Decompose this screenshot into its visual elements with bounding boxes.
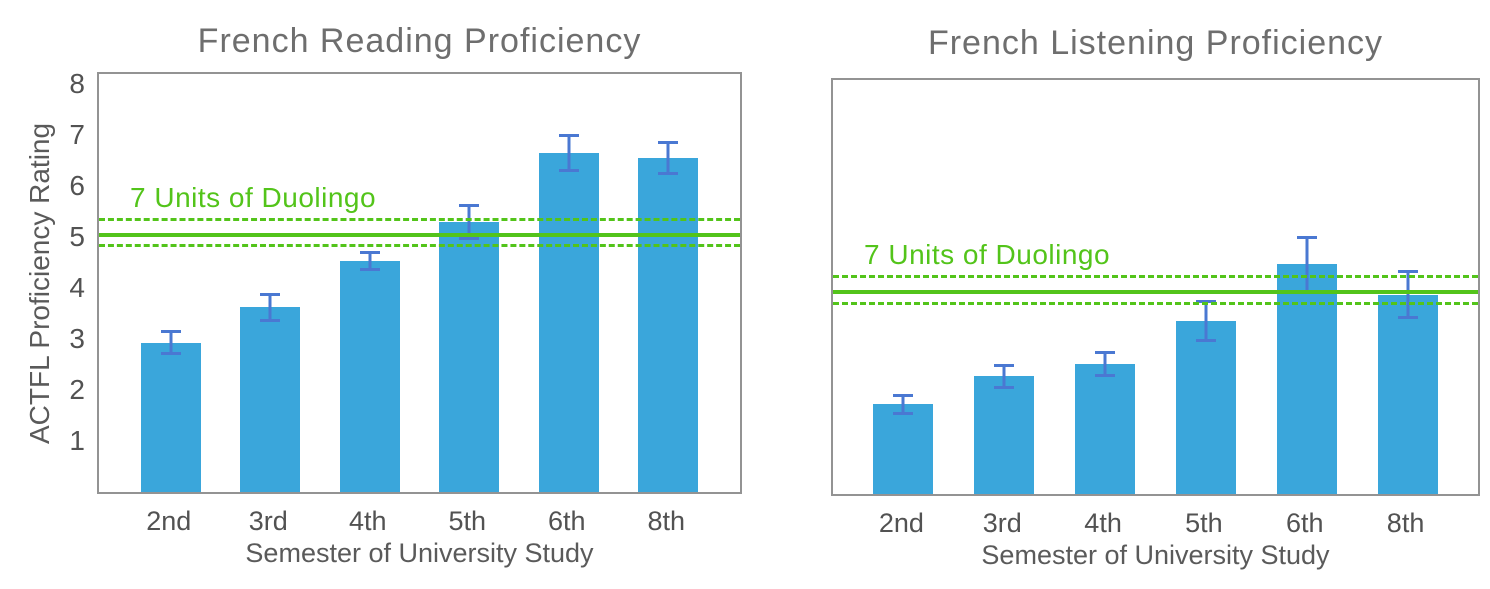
bar-5th xyxy=(439,221,500,492)
error-bar-stem xyxy=(169,329,173,356)
error-bar-stem xyxy=(467,204,471,240)
x-axis-label: Semester of University Study xyxy=(245,538,594,568)
x-tick-label: 6th xyxy=(1285,508,1324,538)
x-tick-label: 4th xyxy=(348,506,387,536)
bar-2nd xyxy=(873,404,934,494)
reference-line-label: 7 Units of Duolingo xyxy=(864,238,1111,270)
bar-4th xyxy=(339,261,400,492)
x-tick-label: 4th xyxy=(1084,508,1122,538)
x-tick-label: 2nd xyxy=(878,508,924,538)
error-bar-cap xyxy=(1195,300,1216,304)
y-tick-label: 6 xyxy=(69,170,85,202)
y-tick-label: 3 xyxy=(69,323,85,355)
bar-5th xyxy=(1175,320,1236,494)
error-bar-6th xyxy=(558,134,579,172)
error-bar-6th xyxy=(1296,236,1317,293)
error-bar-cap xyxy=(459,204,480,207)
x-axis-label: Semester of University Study xyxy=(981,540,1330,570)
x-tick-label: 5th xyxy=(1185,508,1223,538)
error-bar-cap xyxy=(459,236,480,240)
error-bar-cap xyxy=(1296,236,1317,240)
y-tick-label: 7 xyxy=(69,119,85,151)
bar-3rd xyxy=(240,307,301,492)
bar-2nd xyxy=(140,342,201,492)
bar-6th xyxy=(1276,264,1337,494)
reference-line-label: 7 Units of Duolingo xyxy=(130,181,377,213)
y-tick-label: 5 xyxy=(69,221,85,253)
bar-8th xyxy=(638,158,699,492)
error-bar-cap xyxy=(994,386,1015,389)
error-bar-cap xyxy=(658,171,679,175)
error-bar-stem xyxy=(1204,300,1208,342)
reference-line xyxy=(99,232,740,237)
chart-title: French Reading Proficiency xyxy=(197,22,642,60)
error-bar-cap xyxy=(558,168,579,172)
error-bar-stem xyxy=(1103,351,1107,378)
error-bar-cap xyxy=(359,268,380,272)
error-bar-cap xyxy=(160,352,181,356)
error-bar-cap xyxy=(1397,270,1418,274)
reference-band-lower xyxy=(99,243,740,247)
error-bar-2nd xyxy=(160,329,181,356)
plot-area: 7 Units of Duolingo xyxy=(97,72,742,494)
error-bar-stem xyxy=(1406,270,1410,319)
x-tick-label: 8th xyxy=(647,506,686,536)
x-tick-label: 3rd xyxy=(982,508,1022,538)
error-bar-4th xyxy=(1095,351,1116,378)
bar-3rd xyxy=(974,376,1035,494)
error-bar-cap xyxy=(1095,351,1116,355)
y-tick-label: 8 xyxy=(69,68,85,100)
error-bar-cap xyxy=(994,363,1015,367)
error-bar-3rd xyxy=(260,293,281,322)
plot-area: 7 Units of Duolingo xyxy=(831,78,1480,496)
error-bar-5th xyxy=(1195,300,1216,342)
bar-6th xyxy=(538,153,599,492)
error-bar-cap xyxy=(260,318,281,322)
reference-line xyxy=(833,290,1478,295)
x-tick-label: 6th xyxy=(547,506,586,536)
error-bar-stem xyxy=(1305,236,1309,293)
error-bar-cap xyxy=(160,329,181,333)
error-bar-cap xyxy=(893,393,914,397)
error-bar-2nd xyxy=(893,393,914,415)
error-bar-cap xyxy=(359,250,380,254)
error-bar-cap xyxy=(893,411,914,415)
error-bar-cap xyxy=(1397,315,1418,319)
error-bar-cap xyxy=(1095,374,1116,378)
error-bar-cap xyxy=(260,293,281,297)
error-bar-8th xyxy=(1397,270,1418,319)
x-tick-label: 2nd xyxy=(146,506,192,536)
error-bar-cap xyxy=(658,141,679,145)
error-bar-stem xyxy=(268,293,272,322)
error-bar-3rd xyxy=(994,363,1015,389)
y-tick-label: 2 xyxy=(69,374,85,406)
error-bar-stem xyxy=(1002,363,1006,389)
x-tick-label: 8th xyxy=(1386,508,1425,538)
error-bar-8th xyxy=(658,141,679,175)
error-bar-cap xyxy=(558,134,579,138)
x-tick-label: 3rd xyxy=(248,506,288,536)
error-bar-stem xyxy=(368,250,372,272)
y-tick-label: 1 xyxy=(69,425,85,457)
bar-4th xyxy=(1075,364,1136,494)
x-tick-label: 5th xyxy=(448,506,487,536)
bar-8th xyxy=(1377,294,1438,494)
chart-title: French Listening Proficiency xyxy=(927,24,1384,62)
error-bar-stem xyxy=(666,141,670,175)
reference-band-upper xyxy=(99,217,740,221)
error-bar-stem xyxy=(567,134,571,172)
error-bar-stem xyxy=(901,393,905,415)
reference-band-lower xyxy=(833,302,1478,306)
error-bar-cap xyxy=(1195,338,1216,342)
y-tick-label: 4 xyxy=(69,272,85,304)
reference-band-upper xyxy=(833,274,1478,278)
error-bar-5th xyxy=(459,204,480,240)
error-bar-4th xyxy=(359,250,380,272)
